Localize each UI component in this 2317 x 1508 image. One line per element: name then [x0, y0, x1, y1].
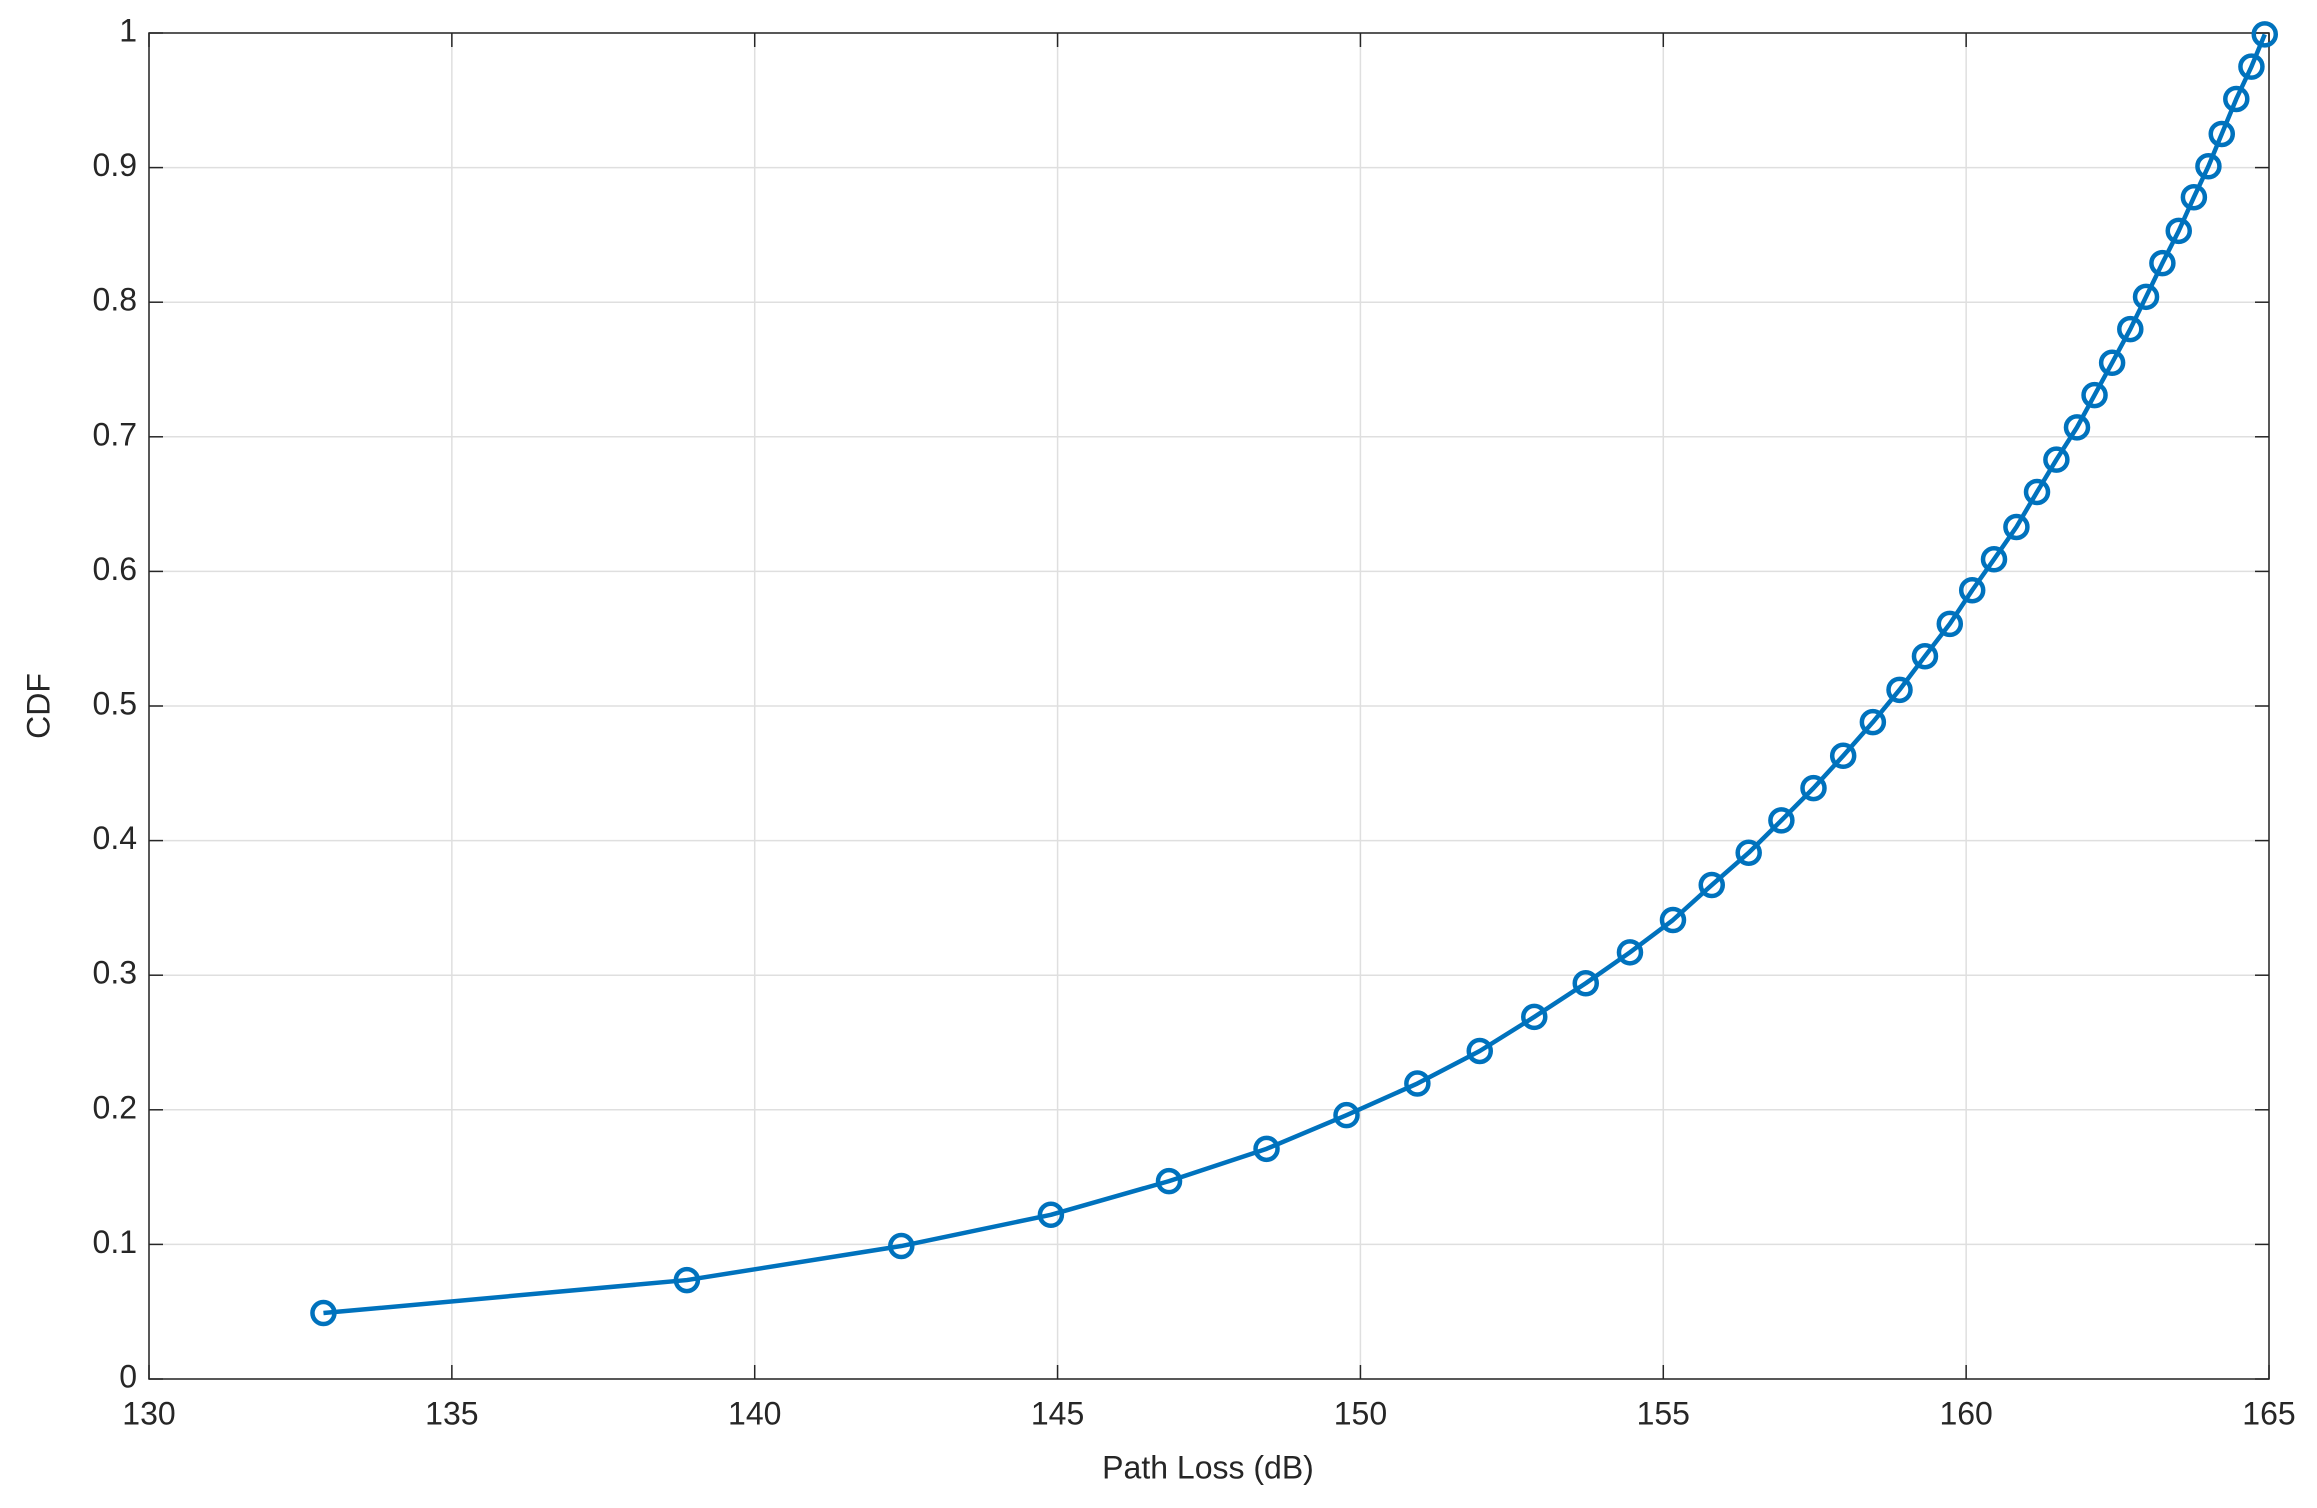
x-tick-label: 160 — [1939, 1395, 1992, 1431]
x-tick-label: 135 — [425, 1395, 478, 1431]
data-point — [1911, 642, 1939, 670]
data-point — [1859, 708, 1887, 736]
data-point — [2043, 446, 2070, 473]
data-point — [2098, 349, 2126, 377]
x-tick-label: 150 — [1334, 1395, 1387, 1431]
data-point — [1800, 774, 1827, 802]
data-point — [2251, 21, 2279, 48]
y-tick-label: 0.2 — [93, 1089, 137, 1125]
y-tick-label: 0.5 — [93, 685, 137, 721]
data-point — [1958, 576, 1986, 604]
data-point — [2238, 53, 2265, 80]
data-point — [1829, 742, 1857, 770]
y-tick-label: 0.1 — [93, 1224, 137, 1260]
data-point — [1572, 970, 1600, 997]
data-point — [1521, 1003, 1548, 1031]
y-tick-label: 1 — [119, 12, 137, 48]
y-tick-label: 0.3 — [93, 955, 137, 991]
data-point — [1466, 1037, 1494, 1065]
data-point — [2132, 283, 2160, 311]
y-tick-label: 0.6 — [93, 551, 137, 587]
data-line — [323, 33, 2267, 1316]
data-point — [2180, 183, 2208, 211]
data-point — [1659, 906, 1687, 934]
y-tick-label: 0.8 — [93, 282, 137, 318]
y-tick-label: 0.4 — [93, 820, 137, 856]
x-tick-label: 140 — [728, 1395, 781, 1431]
data-point — [2165, 217, 2192, 245]
data-point — [1698, 871, 1725, 899]
data-point — [2149, 249, 2176, 277]
data-point — [1768, 807, 1795, 834]
data-point — [1980, 546, 2008, 573]
data-point — [1404, 1070, 1431, 1097]
data-point — [1333, 1101, 1360, 1129]
data-point — [310, 1299, 337, 1327]
x-tick-label: 165 — [2242, 1395, 2295, 1431]
data-point — [1936, 610, 1964, 638]
data-point — [2208, 120, 2236, 148]
y-tick-label: 0.7 — [93, 416, 137, 452]
data-point — [2117, 315, 2144, 343]
data-point — [2063, 414, 2091, 441]
data-point — [1616, 939, 1644, 966]
y-tick-label: 0 — [119, 1358, 137, 1394]
data-point — [1735, 839, 1762, 866]
y-axis-label: CDF — [20, 673, 56, 739]
data-point — [2023, 478, 2051, 506]
data-point — [888, 1232, 915, 1260]
data-point — [1037, 1201, 1065, 1229]
x-tick-label: 145 — [1031, 1395, 1084, 1431]
data-point — [2081, 381, 2108, 409]
x-axis-label: Path Loss (dB) — [1102, 1449, 1314, 1485]
data-point — [2195, 153, 2222, 180]
x-tick-label: 155 — [1637, 1395, 1690, 1431]
data-point — [1253, 1135, 1280, 1163]
data-point — [1155, 1167, 1183, 1195]
grid — [148, 32, 2270, 1380]
data-point — [2003, 513, 2030, 541]
data-point — [673, 1266, 701, 1294]
x-tick-label: 130 — [122, 1395, 175, 1431]
data-point — [2223, 85, 2250, 113]
y-tick-label: 0.9 — [93, 147, 137, 183]
data-point — [1886, 676, 1913, 704]
